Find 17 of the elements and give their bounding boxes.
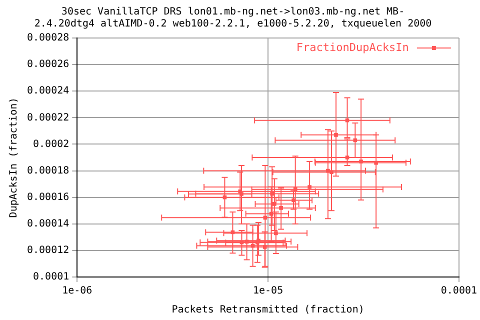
y-tick-label: 0.00026 <box>26 59 70 70</box>
x-axis-title: Packets Retransmitted (fraction) <box>172 304 364 316</box>
x-tick-label: 1e-06 <box>62 286 92 297</box>
chart-title: 30sec VanillaTCP DRS lon01.mb-ng.net->lon03.mb-ng.net MB- 2.4.20dtg4 altAIMD-0.2 web100-2.2.1, e1000-5.2.20, txqueuelen 2000 <box>34 6 432 30</box>
x-tick-label: 1e-05 <box>252 286 284 297</box>
y-tick-label: 0.00024 <box>26 86 70 97</box>
y-tick-label: 0.0002 <box>33 138 70 150</box>
y-tick-label: 0.0001 <box>33 272 70 283</box>
y-tick-label: 0.00012 <box>26 245 70 256</box>
x-tick-label: 0.0001 <box>440 286 477 297</box>
y-tick-label: 0.00018 <box>26 165 70 176</box>
y-tick-label: 0.00016 <box>26 192 70 203</box>
y-tick-label: 0.00028 <box>26 32 70 44</box>
legend-label: FractionDupAcksIn <box>296 40 409 54</box>
y-tick-label: 0.00022 <box>26 112 70 124</box>
y-tick-label: 0.00014 <box>26 218 70 230</box>
y-axis-title: DupAcksIn (fraction) <box>8 97 20 218</box>
